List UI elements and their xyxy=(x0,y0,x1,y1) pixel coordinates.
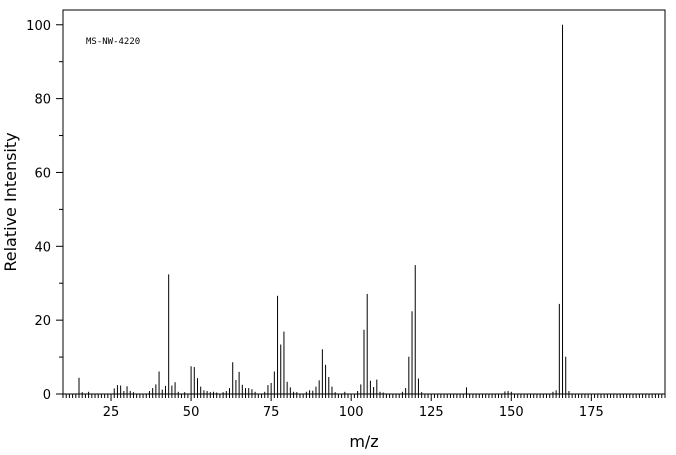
x-tick-label: 50 xyxy=(183,405,200,420)
spectrum-peaks xyxy=(78,24,570,394)
y-tick-label: 80 xyxy=(34,93,51,108)
x-tick-label: 100 xyxy=(339,405,364,420)
x-axis-label: m/z xyxy=(349,432,378,451)
y-tick-label: 60 xyxy=(34,166,51,181)
x-tick-label: 175 xyxy=(579,405,604,420)
x-tick-label: 150 xyxy=(499,405,524,420)
y-tick-label: 40 xyxy=(34,240,51,255)
y-tick-label: 20 xyxy=(34,314,51,329)
y-axis-ticks: 0 20 40 60 80 100 xyxy=(26,19,63,403)
x-tick-label: 125 xyxy=(419,405,444,420)
y-tick-label: 100 xyxy=(26,19,51,34)
y-axis-label: Relative Intensity xyxy=(1,132,20,271)
chart-annotation: MS-NW-4220 xyxy=(86,37,140,47)
x-tick-label: 75 xyxy=(263,405,280,420)
x-axis-ticks: 25 50 75 100 125 150 175 xyxy=(62,394,666,420)
x-tick-label: 25 xyxy=(103,405,120,420)
y-tick-label: 0 xyxy=(43,388,51,403)
